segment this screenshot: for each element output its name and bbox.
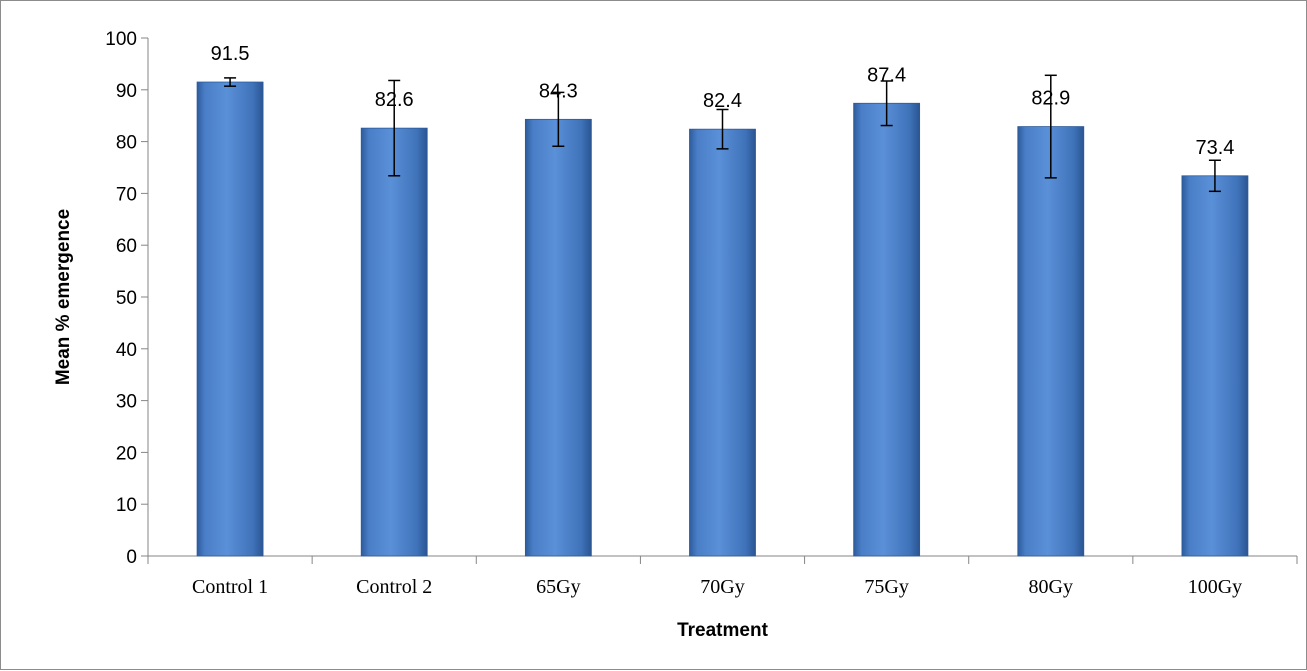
y-tick-label: 30 <box>116 392 137 413</box>
y-tick-label: 80 <box>116 133 137 154</box>
y-tick-label: 20 <box>116 443 137 464</box>
bar <box>853 102 921 557</box>
data-label: 82.4 <box>703 90 742 112</box>
x-axis-title: Treatment <box>677 620 768 641</box>
x-tick-label: 65Gy <box>536 576 580 598</box>
data-label: 84.3 <box>539 80 578 102</box>
y-axis-title: Mean % emergence <box>53 209 74 385</box>
bar <box>689 128 756 557</box>
bar <box>1017 126 1085 557</box>
x-axis: Control 1 Control 2 65Gy 70Gy 75Gy 80Gy 100Gy <box>147 555 1298 598</box>
y-tick-label: 40 <box>116 340 137 361</box>
x-tick-label: 100Gy <box>1188 576 1242 598</box>
y-tick-label: 100 <box>105 29 137 50</box>
y-tick-label: 60 <box>116 236 137 257</box>
x-tick-label: 70Gy <box>700 576 744 598</box>
error-bars <box>224 74 1221 193</box>
bars <box>196 81 1249 557</box>
bar <box>524 118 592 557</box>
y-tick-label: 10 <box>116 495 137 516</box>
x-tick-label: 75Gy <box>864 576 908 598</box>
data-label: 91.5 <box>211 43 250 65</box>
data-label: 87.4 <box>867 64 906 86</box>
y-axis: 0 10 20 30 40 50 60 70 80 90 100 <box>105 29 149 568</box>
y-tick-label: 0 <box>126 547 137 568</box>
data-labels: 91.5 82.6 84.3 82.4 87.4 82.9 73.4 <box>211 43 1235 159</box>
x-tick-label: Control 1 <box>192 576 268 598</box>
bar <box>196 81 264 557</box>
y-tick-label: 90 <box>116 81 137 102</box>
bar <box>360 127 428 557</box>
data-label: 82.9 <box>1031 88 1070 110</box>
bar <box>1181 175 1249 557</box>
y-tick-label: 70 <box>116 184 137 205</box>
x-tick-label: 80Gy <box>1029 576 1073 598</box>
x-tick-label: Control 2 <box>356 576 432 598</box>
data-label: 82.6 <box>375 89 414 111</box>
data-label: 73.4 <box>1195 137 1234 159</box>
y-tick-label: 50 <box>116 288 137 309</box>
